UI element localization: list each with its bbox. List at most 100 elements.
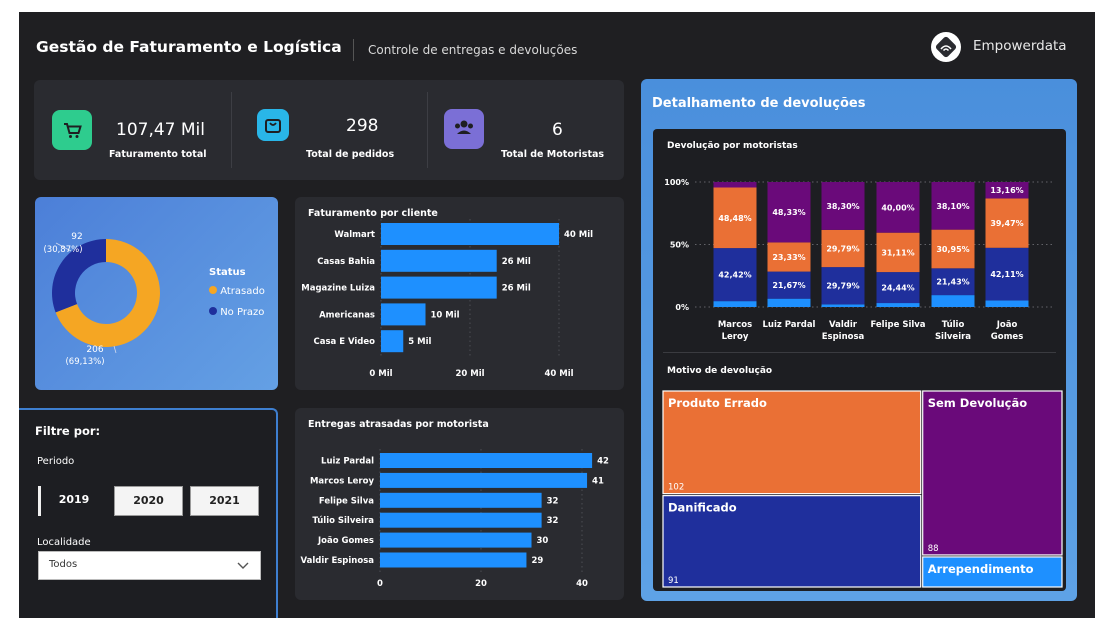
bar-walmart[interactable] bbox=[381, 223, 559, 245]
year-2020-button[interactable]: 2020 bbox=[114, 486, 183, 516]
bar-magazine-luiza[interactable] bbox=[381, 276, 497, 299]
return-reason-treemap: Produto Errado 102 Danificado 91 Sem Devoluç… bbox=[662, 390, 1063, 588]
category-label-marcos-leroy: Leroy bbox=[722, 332, 749, 342]
kpi-value-drivers: 6 bbox=[552, 120, 563, 140]
shopping-cart-icon bbox=[52, 110, 92, 150]
stack-segment-joao-gomes-3[interactable] bbox=[985, 182, 1029, 199]
status-donut-chart: 92 (30,87%) 206 (69,13%) bbox=[43, 232, 160, 367]
returns-inner-panel: Devolução por motoristas 0% 50% 100% 42,42%… bbox=[653, 129, 1066, 591]
stack-segment-luiz-pardal-3[interactable] bbox=[767, 182, 811, 243]
stack-segment-marcos-leroy-1[interactable] bbox=[713, 248, 757, 302]
category-label-joao-gomes: João bbox=[996, 320, 1018, 330]
value-label-casas-bahia: 26 Mil bbox=[502, 257, 531, 267]
stack-segment-felipe-silva-3[interactable] bbox=[876, 182, 920, 233]
legend-marker-late bbox=[209, 286, 217, 294]
donut-slice-no-prazo[interactable] bbox=[52, 239, 106, 313]
chart-title: Devolução por motoristas bbox=[667, 141, 798, 151]
stack-segment-felipe-silva-1[interactable] bbox=[876, 272, 920, 304]
leader-line bbox=[55, 242, 72, 252]
value-label-luiz-pardal: 42 bbox=[597, 457, 609, 467]
location-label: Localidade bbox=[37, 537, 91, 548]
value-label-magazine-luiza: 26 Mil bbox=[502, 284, 531, 294]
late-deliveries-panel: Entregas atrasadas por motorista 0 20 40 Lu… bbox=[295, 408, 624, 600]
category-label-marcos-leroy: Marcos Leroy bbox=[310, 476, 374, 486]
revenue-by-client-chart: 0 Mil 20 Mil 40 Mil Walmart 40 Mil Casas Bahi… bbox=[301, 219, 593, 379]
stack-segment-luiz-pardal-0[interactable] bbox=[767, 298, 811, 307]
x-tick-label: 40 Mil bbox=[544, 369, 573, 379]
bar-joao-gomes[interactable] bbox=[380, 532, 532, 548]
category-label-felipe-silva: Felipe Silva bbox=[319, 496, 374, 506]
stack-segment-joao-gomes-2[interactable] bbox=[985, 198, 1029, 248]
value-label-americanas: 10 Mil bbox=[431, 310, 460, 320]
year-2021-button[interactable]: 2021 bbox=[190, 486, 259, 516]
x-tick-label: 20 bbox=[475, 579, 487, 589]
stack-segment-luiz-pardal-1[interactable] bbox=[767, 271, 811, 299]
treemap-label-sem-devolucao: Sem Devolução bbox=[928, 396, 1028, 410]
year-2019-button[interactable]: 2019 bbox=[38, 486, 107, 516]
category-label-walmart: Walmart bbox=[334, 230, 375, 240]
slice-label-atrasado: 206 bbox=[86, 345, 103, 355]
category-label-luiz-pardal: Luiz Pardal bbox=[763, 320, 816, 330]
stack-segment-marcos-leroy-2[interactable] bbox=[713, 187, 757, 249]
bar-americanas[interactable] bbox=[381, 303, 426, 326]
value-label-felipe-silva: 32 bbox=[547, 496, 559, 506]
stack-segment-tulio-silveira-3[interactable] bbox=[931, 182, 975, 230]
legend-item-late[interactable]: Atrasado bbox=[209, 286, 265, 297]
treemap-tile-arrependimento[interactable] bbox=[922, 556, 1063, 588]
stack-segment-valdir-espinosa-3[interactable] bbox=[821, 182, 865, 230]
x-tick-label: 0 bbox=[377, 579, 383, 589]
filter-title: Filtre por: bbox=[35, 424, 101, 438]
stack-segment-felipe-silva-0[interactable] bbox=[876, 303, 920, 307]
location-dropdown[interactable]: Todos bbox=[38, 551, 261, 580]
stack-segment-luiz-pardal-2[interactable] bbox=[767, 242, 811, 272]
bar-casa-e-video[interactable] bbox=[381, 330, 404, 353]
stack-segment-marcos-leroy-0[interactable] bbox=[713, 301, 757, 307]
chart-title: Faturamento por cliente bbox=[308, 208, 438, 219]
stack-segment-joao-gomes-1[interactable] bbox=[985, 247, 1029, 301]
x-tick-label: 0 Mil bbox=[369, 369, 392, 379]
treemap-tile-danificado[interactable] bbox=[662, 495, 922, 588]
segment-label: 42,42% bbox=[718, 271, 751, 280]
treemap-tile-produto-errado[interactable] bbox=[662, 390, 922, 495]
header-divider bbox=[353, 39, 354, 61]
stack-segment-valdir-espinosa-0[interactable] bbox=[821, 304, 865, 307]
kpi-value-orders: 298 bbox=[346, 116, 379, 136]
status-donut-panel: 92 (30,87%) 206 (69,13%) Status Atrasado No… bbox=[35, 197, 278, 390]
returns-panel-title: Detalhamento de devoluções bbox=[652, 96, 866, 111]
treemap-value-produto-errado: 102 bbox=[668, 483, 684, 493]
bar-tulio-silveira[interactable] bbox=[380, 512, 542, 528]
stack-segment-tulio-silveira-2[interactable] bbox=[931, 229, 975, 269]
category-label-valdir-espinosa: Valdir Espinosa bbox=[301, 556, 375, 566]
category-label-valdir-espinosa: Valdir bbox=[829, 320, 858, 330]
segment-label: 40,00% bbox=[881, 203, 914, 212]
bar-casas-bahia[interactable] bbox=[381, 249, 497, 272]
kpi-value-revenue: 107,47 Mil bbox=[116, 120, 206, 140]
chart-title: Entregas atrasadas por motorista bbox=[308, 419, 489, 430]
segment-label: 21,67% bbox=[772, 281, 805, 290]
users-icon bbox=[444, 109, 484, 149]
stack-segment-joao-gomes-0[interactable] bbox=[985, 300, 1029, 307]
legend-label-late: Atrasado bbox=[220, 286, 265, 297]
category-label-tulio-silveira: Túlio bbox=[942, 320, 965, 330]
chart-title: Motivo de devolução bbox=[667, 366, 773, 376]
stack-segment-marcos-leroy-3[interactable] bbox=[713, 182, 757, 188]
stack-segment-valdir-espinosa-1[interactable] bbox=[821, 267, 865, 305]
stack-segment-tulio-silveira-0[interactable] bbox=[931, 295, 975, 307]
brand-logo-icon bbox=[931, 32, 961, 62]
bar-felipe-silva[interactable] bbox=[380, 492, 542, 508]
category-label-luiz-pardal: Luiz Pardal bbox=[321, 457, 374, 467]
value-label-marcos-leroy: 41 bbox=[592, 476, 604, 486]
stack-segment-valdir-espinosa-2[interactable] bbox=[821, 229, 865, 268]
bar-valdir-espinosa[interactable] bbox=[380, 552, 527, 568]
leader-line bbox=[113, 345, 117, 354]
treemap-tile-sem-devolucao[interactable] bbox=[922, 390, 1063, 556]
bar-marcos-leroy[interactable] bbox=[380, 472, 588, 488]
donut-slice-atrasado[interactable] bbox=[55, 239, 160, 347]
segment-label: 38,10% bbox=[936, 202, 969, 211]
stack-segment-felipe-silva-2[interactable] bbox=[876, 232, 920, 273]
legend-item-on-time[interactable]: No Prazo bbox=[209, 307, 264, 318]
period-label: Periodo bbox=[37, 456, 75, 467]
treemap-value-sem-devolucao: 88 bbox=[928, 544, 939, 554]
stack-segment-tulio-silveira-1[interactable] bbox=[931, 268, 975, 296]
bar-luiz-pardal[interactable] bbox=[380, 453, 593, 468]
